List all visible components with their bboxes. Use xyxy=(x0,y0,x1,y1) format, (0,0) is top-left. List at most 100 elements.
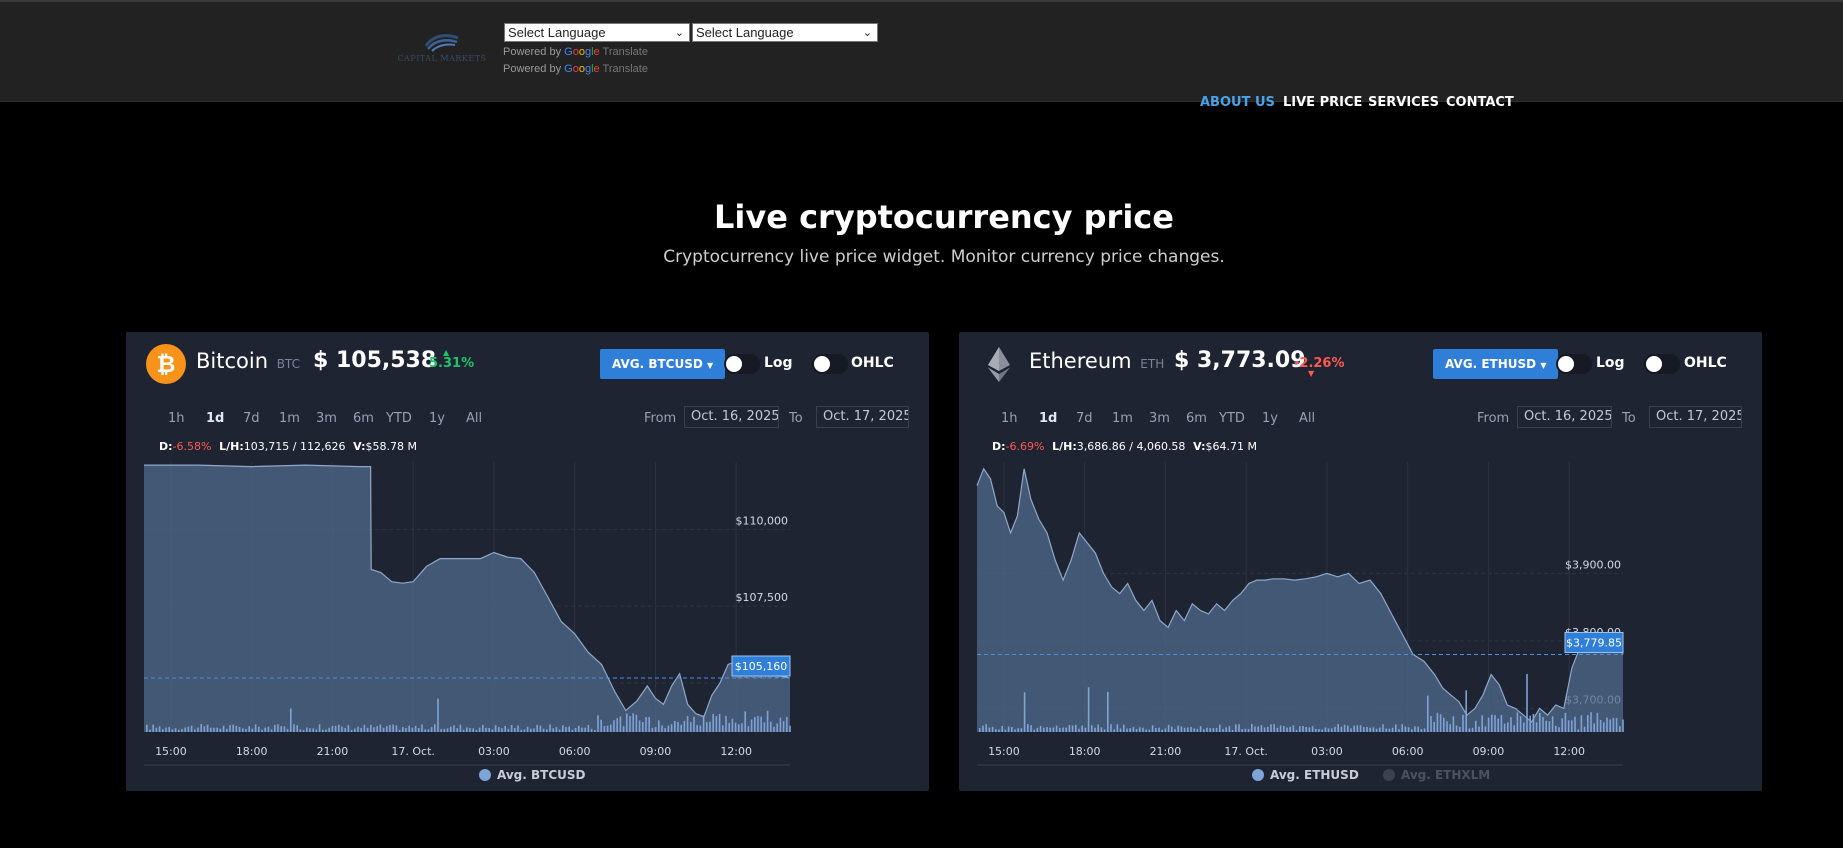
avg-pair-dropdown[interactable]: AVG. BTCUSD ▼ xyxy=(600,349,726,379)
volume-bar xyxy=(565,727,567,732)
nav-item-about-us[interactable]: ABOUT US xyxy=(1200,95,1275,110)
range-1m[interactable]: 1m xyxy=(1112,411,1133,426)
top-bar: CAPITAL MARKETS Select Language ⌄ Select… xyxy=(0,0,1843,102)
volume-bar xyxy=(232,724,234,732)
volume-bar xyxy=(1590,712,1592,732)
volume-bar xyxy=(1363,727,1365,732)
toggle-knob xyxy=(1558,356,1574,372)
stat-low-high: 103,715 / 112,626 xyxy=(243,440,346,453)
range-ytd[interactable]: YTD xyxy=(1219,411,1245,426)
volume-bar xyxy=(226,728,228,732)
volume-bar xyxy=(453,725,455,732)
nav-item-live-price[interactable]: LIVE PRICE xyxy=(1283,95,1363,110)
x-tick-label: 12:00 xyxy=(720,745,752,758)
chart-legend[interactable]: Avg. BTCUSD xyxy=(479,768,586,782)
range-1y[interactable]: 1y xyxy=(429,411,445,426)
volume-bar xyxy=(370,724,372,732)
range-3m[interactable]: 3m xyxy=(1149,411,1170,426)
from-date-input[interactable]: Oct. 16, 2025 xyxy=(1517,406,1612,428)
range-1h[interactable]: 1h xyxy=(1001,411,1018,426)
range-7d[interactable]: 7d xyxy=(243,411,260,426)
volume-bar xyxy=(1398,729,1400,732)
volume-bar xyxy=(1343,724,1346,732)
range-all[interactable]: All xyxy=(466,411,483,426)
range-1d[interactable]: 1d xyxy=(1039,411,1058,426)
to-date-input[interactable]: Oct. 17, 2025 xyxy=(1649,406,1742,428)
from-date-input[interactable]: Oct. 16, 2025 xyxy=(684,406,779,428)
log-toggle-label: Log xyxy=(1596,355,1625,371)
bitcoin-widget: ₿ Bitcoin BTC $ 105,538 ▲ 5.31% AVG. BTC… xyxy=(126,332,929,791)
volume-bar xyxy=(1500,714,1503,732)
language-select-1[interactable]: Select Language ⌄ xyxy=(504,23,690,42)
google-letter: G xyxy=(564,46,573,58)
volume-bar xyxy=(722,725,724,732)
range-3m[interactable]: 3m xyxy=(316,411,337,426)
google-logo[interactable]: Google xyxy=(564,46,600,58)
volume-bar xyxy=(1529,715,1531,732)
volume-bar xyxy=(334,725,337,732)
volume-bar xyxy=(1087,687,1090,732)
volume-bar xyxy=(1494,715,1496,732)
volume-bar xyxy=(165,727,167,732)
nav-item-contact[interactable]: CONTACT xyxy=(1446,95,1514,110)
volume-bar xyxy=(1107,691,1109,732)
volume-bar xyxy=(1251,724,1253,732)
range-1m[interactable]: 1m xyxy=(279,411,300,426)
volume-bar xyxy=(584,727,586,732)
chart-legend[interactable]: Avg. ETHUSD Avg. ETHXLM xyxy=(1252,768,1490,782)
volume-bar xyxy=(1334,726,1336,732)
volume-bar xyxy=(1190,726,1192,732)
logo[interactable]: CAPITAL MARKETS xyxy=(394,32,490,66)
volume-bar xyxy=(315,729,318,732)
volume-bar xyxy=(1075,724,1077,732)
range-ytd[interactable]: YTD xyxy=(386,411,412,426)
arrow-up-icon: ▲ xyxy=(443,348,450,357)
legend-item-avg-ethusd[interactable]: Avg. ETHUSD xyxy=(1270,768,1359,782)
range-all[interactable]: All xyxy=(1299,411,1316,426)
volume-bar xyxy=(555,727,558,732)
language-select-2[interactable]: Select Language ⌄ xyxy=(692,23,878,42)
legend-item-avg-ethxlm[interactable]: Avg. ETHXLM xyxy=(1400,768,1491,782)
volume-bar xyxy=(709,721,711,732)
ohlc-toggle[interactable] xyxy=(1644,354,1680,374)
volume-bar xyxy=(376,726,378,732)
log-toggle[interactable] xyxy=(1556,354,1592,374)
legend-item-avg-btcusd[interactable]: Avg. BTCUSD xyxy=(497,768,586,782)
volume-bar xyxy=(325,729,327,732)
volume-bar xyxy=(494,725,497,732)
x-tick-label: 09:00 xyxy=(640,745,672,758)
volume-bar xyxy=(1145,729,1147,732)
volume-bar xyxy=(1225,727,1227,732)
to-date-input[interactable]: Oct. 17, 2025 xyxy=(816,406,909,428)
volume-bar xyxy=(1516,712,1519,732)
volume-bar xyxy=(750,719,753,732)
range-1h[interactable]: 1h xyxy=(168,411,185,426)
google-logo[interactable]: Google xyxy=(564,63,600,75)
google-letter: o xyxy=(578,63,585,75)
bitcoin-price-chart[interactable]: $105,000$107,500$110,000$105,16015:0018:… xyxy=(126,332,929,791)
volume-bar xyxy=(434,724,436,732)
ohlc-toggle[interactable] xyxy=(812,354,848,374)
volume-bar xyxy=(536,724,538,732)
log-toggle[interactable] xyxy=(724,354,760,374)
volume-bar xyxy=(411,727,414,732)
volume-bar xyxy=(466,727,468,732)
avg-pair-dropdown[interactable]: AVG. ETHUSD ▼ xyxy=(1433,349,1559,379)
volume-bar xyxy=(728,723,730,732)
range-6m[interactable]: 6m xyxy=(353,411,374,426)
volume-bar xyxy=(405,728,407,732)
ethereum-price-chart[interactable]: $3,700.00$3,800.00$3,900.00$3,779.8515:0… xyxy=(959,332,1762,791)
range-7d[interactable]: 7d xyxy=(1076,411,1093,426)
volume-bar xyxy=(1583,726,1586,732)
range-6m[interactable]: 6m xyxy=(1186,411,1207,426)
volume-bar xyxy=(712,713,714,732)
nav-item-services[interactable]: SERVICES xyxy=(1368,95,1439,110)
volume-bar xyxy=(1417,726,1419,732)
volume-bar xyxy=(718,714,721,732)
powered-by-text: Powered by xyxy=(503,63,562,75)
range-1y[interactable]: 1y xyxy=(1262,411,1278,426)
volume-bar xyxy=(995,729,997,732)
volume-bar xyxy=(1459,727,1461,732)
range-1d[interactable]: 1d xyxy=(206,411,225,426)
volume-bar xyxy=(1577,729,1579,732)
